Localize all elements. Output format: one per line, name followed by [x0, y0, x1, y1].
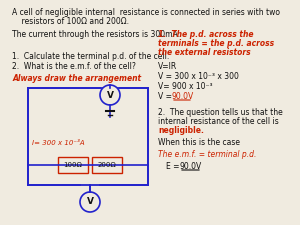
Text: 1.  Calculate the terminal p.d. of the cell.: 1. Calculate the terminal p.d. of the ce… [12, 52, 169, 61]
Text: The current through the resistors is 300mA.: The current through the resistors is 300… [12, 30, 180, 39]
Text: V=IR: V=IR [158, 62, 177, 71]
Bar [92, 157, 122, 173]
Text: resistors of 100Ω and 200Ω.: resistors of 100Ω and 200Ω. [12, 17, 129, 26]
Circle shape [100, 85, 120, 105]
Text: I= 300 x 10⁻³A: I= 300 x 10⁻³A [32, 140, 85, 146]
Text: The e.m.f. = terminal p.d.: The e.m.f. = terminal p.d. [158, 150, 256, 159]
Text: V =: V = [158, 92, 174, 101]
Text: 100Ω: 100Ω [64, 162, 83, 168]
Text: negligible.: negligible. [158, 126, 204, 135]
Text: 90.0V: 90.0V [179, 162, 201, 171]
Text: 2.  The question tells us that the: 2. The question tells us that the [158, 108, 283, 117]
Text: V = 300 x 10⁻³ x 300: V = 300 x 10⁻³ x 300 [158, 72, 239, 81]
Circle shape [80, 192, 100, 212]
Text: 2.  What is the e.m.f. of the cell?: 2. What is the e.m.f. of the cell? [12, 62, 136, 71]
Text: internal resistance of the cell is: internal resistance of the cell is [158, 117, 279, 126]
Text: When this is the case: When this is the case [158, 138, 240, 147]
Text: A cell of negligible internal  resistance is connected in series with two: A cell of negligible internal resistance… [12, 8, 280, 17]
Bar [58, 157, 88, 173]
Text: 90.0V: 90.0V [171, 92, 193, 101]
Text: 200Ω: 200Ω [98, 162, 116, 168]
Text: V= 900 x 10⁻³: V= 900 x 10⁻³ [158, 82, 213, 91]
Text: V: V [106, 90, 113, 99]
Bar [28, 88, 148, 185]
Text: E =: E = [166, 162, 182, 171]
Text: 1.  The p.d. across the: 1. The p.d. across the [158, 30, 254, 39]
Text: terminals = the p.d. across: terminals = the p.d. across [158, 39, 274, 48]
Text: the external resistors: the external resistors [158, 48, 250, 57]
Text: Always draw the arrangement: Always draw the arrangement [12, 74, 141, 83]
Text: V: V [86, 198, 94, 207]
